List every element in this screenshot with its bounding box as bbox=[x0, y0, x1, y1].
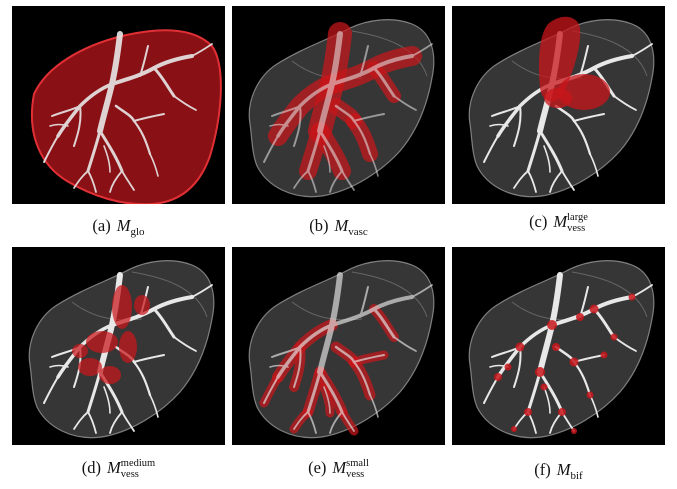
caption-a-label: (a) bbox=[92, 216, 111, 235]
panel-e-image bbox=[232, 247, 445, 445]
caption-d-label: (d) bbox=[81, 458, 102, 477]
caption-e-subscript: vess bbox=[346, 469, 365, 480]
liver-render-bifurcation-mask bbox=[468, 260, 665, 439]
caption-c-label: (c) bbox=[529, 212, 548, 231]
panel-b-image bbox=[232, 6, 445, 204]
caption-e-label: (e) bbox=[308, 458, 327, 477]
liver-render-small-vessel-mask bbox=[248, 260, 445, 439]
caption-b-label: (b) bbox=[309, 216, 329, 235]
caption-a: (a) Mglo bbox=[12, 216, 225, 238]
liver-render-vasc-mask bbox=[248, 19, 445, 198]
caption-a-subscript: glo bbox=[130, 226, 145, 238]
caption-f: (f) Mbif bbox=[452, 460, 665, 482]
liver-render-large-vessel-mask bbox=[468, 16, 665, 198]
caption-f-subscript: bif bbox=[570, 470, 583, 482]
medium-vessel-mask-overlay bbox=[72, 285, 150, 384]
caption-b-symbol: M bbox=[334, 216, 349, 235]
caption-b-subscript: vasc bbox=[348, 226, 368, 238]
liver-render-global-mask bbox=[30, 29, 222, 204]
caption-d-superscript: medium bbox=[120, 458, 156, 469]
caption-d-subscript: vess bbox=[120, 469, 139, 480]
caption-e-symbol: M bbox=[332, 458, 347, 477]
caption-c-superscript: large bbox=[567, 212, 588, 223]
caption-d-symbol: M bbox=[107, 458, 121, 477]
panel-c-image bbox=[452, 6, 665, 204]
caption-a-symbol: M bbox=[116, 216, 131, 235]
caption-c-symbol: M bbox=[553, 212, 568, 231]
panel-f-image bbox=[452, 247, 665, 445]
caption-f-symbol: M bbox=[556, 460, 571, 479]
panel-a-image bbox=[12, 6, 225, 204]
bifurcation-mask-overlay bbox=[494, 293, 636, 434]
caption-e-superscript: small bbox=[346, 458, 369, 469]
panel-d-image bbox=[12, 247, 225, 445]
caption-f-label: (f) bbox=[534, 460, 551, 479]
liver-render-medium-vessel-mask bbox=[28, 260, 225, 439]
caption-b: (b) Mvasc bbox=[232, 216, 445, 238]
caption-c-subscript: vess bbox=[567, 223, 586, 234]
large-vessel-mask-overlay bbox=[538, 16, 610, 110]
